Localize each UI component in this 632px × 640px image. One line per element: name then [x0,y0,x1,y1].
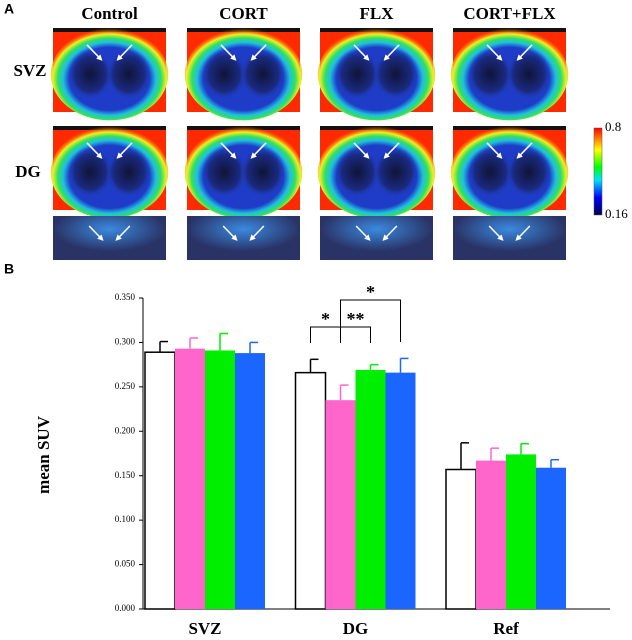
panel-label: B [4,261,14,277]
arrow [86,44,103,61]
significance-label: * [321,309,330,329]
bar [445,468,477,610]
bar [205,350,235,609]
pet-lobe [67,147,113,198]
y-tick-label: 0.000 [115,603,136,613]
arrow [383,142,400,159]
x-tick-label: SVZ [188,619,221,638]
arrow [353,44,370,61]
arrow [116,44,133,61]
pet-lobe [240,48,286,100]
bar [385,372,416,609]
pet-lobe [467,147,513,198]
y-tick-label: 0.300 [115,336,136,346]
colorbar [593,127,603,216]
colorbar-max: 0.8 [605,119,621,134]
bar [476,460,506,609]
arrow [222,225,238,241]
pet-lobe [506,147,552,198]
arrow [115,225,131,241]
y-tick-label: 0.250 [115,381,136,391]
pet-lobe [201,48,247,100]
significance-label: ** [347,309,365,329]
column-label: CORT+FLX [463,4,556,23]
y-tick-label: 0.050 [115,559,136,569]
arrow [382,225,398,241]
arrow [250,44,267,61]
image-grid: Control CORT FLX CORT+FLX [50,4,569,260]
arrow [220,44,237,61]
y-tick-label: 0.100 [115,514,136,524]
column-label: Control [81,4,138,23]
arrow [355,225,371,241]
pet-lobe [373,147,419,198]
bar [175,348,205,609]
bar [235,353,265,609]
arrow [516,142,533,159]
arrow [516,44,533,61]
bar [325,400,356,609]
y-tick-label: 0.150 [115,470,136,480]
y-axis-label: mean SUV [34,415,53,494]
arrow [249,225,265,241]
pet-lobe [201,147,247,198]
column-label: CORT [219,4,268,23]
bar [294,371,327,610]
x-tick-label: DG [343,619,369,638]
significance-bracket [340,299,401,342]
pet-lobe [334,48,380,100]
significance-bracket [310,326,341,343]
arrow [353,142,370,159]
row-label: DG [15,162,41,181]
row-label: SVZ [13,61,46,80]
pet-strip [187,216,300,260]
pet-lobe [106,48,152,100]
pet-lobe [334,147,380,198]
bar [355,369,386,609]
arrow [116,142,133,159]
bar [144,351,176,610]
arrow [88,225,104,241]
arrow [250,142,267,159]
column-label: FLX [360,4,395,23]
pet-lobe [106,147,152,198]
arrow [486,44,503,61]
pet-lobe [373,48,419,100]
arrow [86,142,103,159]
arrow [220,142,237,159]
significance-bracket [340,326,371,343]
pet-strip [53,216,166,260]
pet-lobe [67,48,113,100]
x-tick-label: Ref [493,619,519,638]
colorbar-min: 0.16 [605,206,628,221]
pet-lobe [240,147,286,198]
y-tick-label: 0.350 [115,292,136,302]
pet-strip [320,216,433,260]
y-tick-label: 0.200 [115,425,136,435]
bar [506,454,536,609]
pet-strip [453,216,566,260]
pet-lobe [506,48,552,100]
arrow [488,225,504,241]
arrow [515,225,531,241]
significance-label: * [366,282,375,302]
bar [536,467,566,609]
arrow [383,44,400,61]
panel-label: A [4,1,14,17]
arrow [486,142,503,159]
pet-lobe [467,48,513,100]
